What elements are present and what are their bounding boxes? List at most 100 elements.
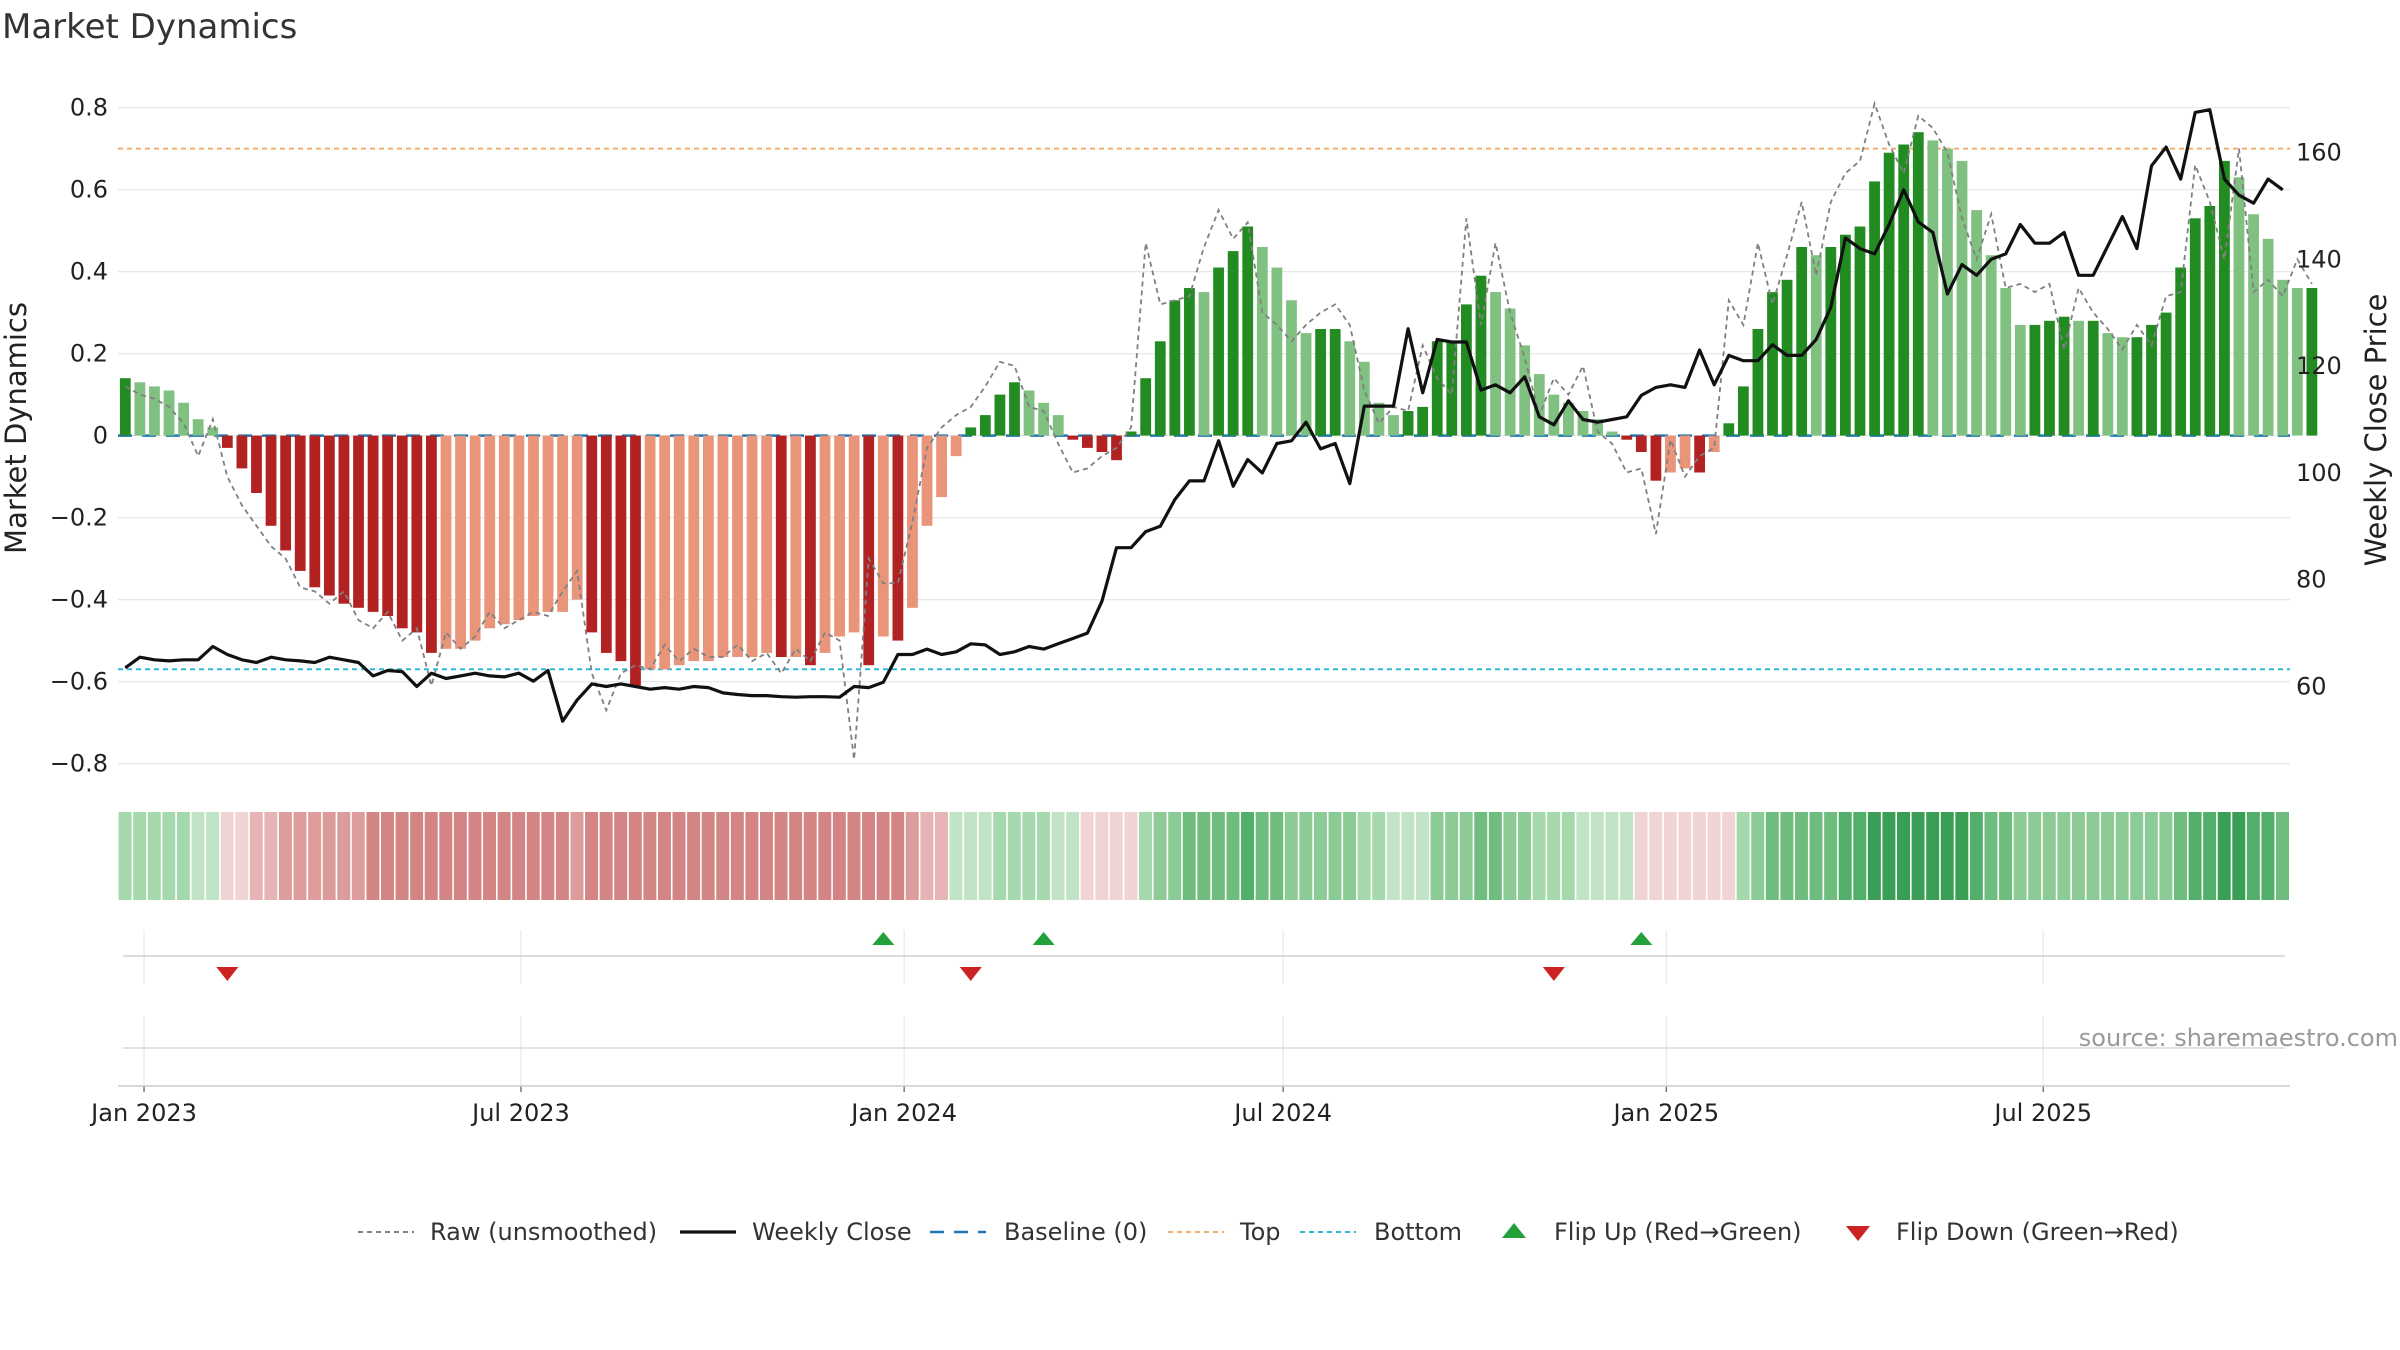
flip-down-marker	[1542, 967, 1565, 981]
regime-cell	[687, 812, 701, 900]
regime-cell	[1066, 812, 1080, 900]
dynamics-bar	[207, 427, 219, 436]
dynamics-bar	[498, 435, 510, 625]
dynamics-bar	[848, 435, 860, 633]
regime-cell	[1590, 812, 1604, 900]
regime-cell	[541, 812, 555, 900]
y-tick-label: −0.4	[50, 586, 108, 614]
regime-cell	[745, 812, 759, 900]
regime-cell	[657, 812, 671, 900]
regime-cell	[1036, 812, 1050, 900]
y2-tick-label: 160	[2296, 138, 2342, 166]
dynamics-bar	[1548, 394, 1560, 436]
regime-cell	[1168, 812, 1182, 900]
dynamics-bar	[557, 435, 568, 612]
y2-axis-label: Weekly Close Price	[2359, 294, 2393, 567]
dynamics-bar	[1606, 431, 1618, 436]
regime-cell	[1824, 812, 1838, 900]
dynamics-bar	[1898, 144, 1910, 436]
y-axis-label: Market Dynamics	[0, 302, 33, 554]
regime-cell	[2217, 812, 2231, 900]
dynamics-bar	[834, 435, 845, 637]
regime-cell	[322, 812, 336, 900]
dynamics-bar	[630, 435, 641, 686]
regime-cell	[1882, 812, 1896, 900]
dynamics-bar	[819, 435, 831, 653]
regime-cell	[1299, 812, 1313, 900]
regime-cell	[249, 812, 263, 900]
regime-cell	[2173, 812, 2187, 900]
dynamics-bar	[426, 435, 437, 653]
dynamics-bar	[1038, 402, 1050, 436]
regime-cell	[2188, 812, 2202, 900]
dynamics-bar	[1125, 431, 1137, 436]
regime-cell	[993, 812, 1007, 900]
dynamics-bar	[877, 435, 889, 637]
legend: Raw (unsmoothed) Weekly Close Baseline (0)…	[358, 1218, 2179, 1246]
legend-flip-down-label: Flip Down (Green→Red)	[1896, 1218, 2179, 1246]
y2-tick-label: 120	[2296, 352, 2342, 380]
flip-down-marker	[959, 967, 982, 981]
dynamics-bar	[2073, 320, 2085, 436]
dynamics-bar	[1752, 329, 1764, 436]
flip-up-marker	[1032, 932, 1055, 945]
dynamics-bar	[1825, 247, 1837, 436]
flip-down-marker	[216, 967, 239, 981]
dynamics-bar	[1621, 435, 1633, 440]
dynamics-bar	[1869, 181, 1880, 436]
dynamics-bar	[1679, 435, 1691, 469]
dynamics-bar	[702, 435, 714, 662]
dynamics-bar	[1169, 300, 1181, 436]
regime-cell	[1080, 812, 1094, 900]
y-tick-label: −0.2	[50, 504, 108, 532]
close-series	[124, 108, 2284, 723]
legend-raw-label: Raw (unsmoothed)	[430, 1218, 657, 1246]
dynamics-bar	[528, 435, 539, 616]
regime-cell	[818, 812, 832, 900]
regime-cell	[1649, 812, 1663, 900]
regime-cell	[2101, 812, 2115, 900]
dynamics-bar	[2233, 177, 2245, 436]
dynamics-bar	[863, 435, 875, 666]
regime-cell	[1663, 812, 1677, 900]
dynamics-bar	[178, 402, 189, 436]
legend-close-label: Weekly Close	[752, 1218, 912, 1246]
legend-flip-up-label: Flip Up (Red→Green)	[1554, 1218, 1802, 1246]
dynamics-bar	[1971, 210, 1982, 436]
dynamics-bars	[119, 132, 2318, 686]
regime-cell	[410, 812, 424, 900]
dynamics-bar	[2087, 320, 2099, 436]
regime-cell	[1270, 812, 1284, 900]
regime-cell	[1328, 812, 1342, 900]
dynamics-bar	[2146, 324, 2157, 436]
dynamics-bar	[688, 435, 700, 662]
regime-cell	[730, 812, 744, 900]
dynamics-bar	[2102, 333, 2114, 436]
regime-cell	[1401, 812, 1415, 900]
regime-cell	[759, 812, 773, 900]
regime-cell	[1518, 812, 1531, 900]
dynamics-bar	[1723, 423, 1735, 436]
dynamics-bar	[1388, 415, 1399, 436]
regime-cell	[2086, 812, 2100, 900]
y-tick-label: 0.8	[70, 94, 108, 122]
regime-cell	[1561, 812, 1575, 900]
regime-cell	[453, 812, 467, 900]
regime-cell	[862, 812, 876, 900]
dynamics-bar	[571, 435, 583, 600]
regime-cell	[1765, 812, 1779, 900]
dynamics-bar	[1883, 152, 1895, 436]
dynamics-bar	[1665, 435, 1676, 473]
dynamics-bar	[1577, 411, 1589, 436]
dynamics-bar	[484, 435, 496, 629]
dynamics-bar	[236, 435, 248, 469]
regime-cell	[949, 812, 963, 900]
regime-cell	[366, 812, 380, 900]
regime-cell	[774, 812, 788, 900]
x-axis: Jan 2023 Jul 2023 Jan 2024 Jul 2024 Jan 2025…	[89, 1016, 2290, 1127]
regime-cell	[1911, 812, 1925, 900]
dynamics-bar	[513, 435, 525, 621]
x-tick-label: Jul 2023	[470, 1099, 570, 1127]
dynamics-bar	[1650, 435, 1662, 481]
